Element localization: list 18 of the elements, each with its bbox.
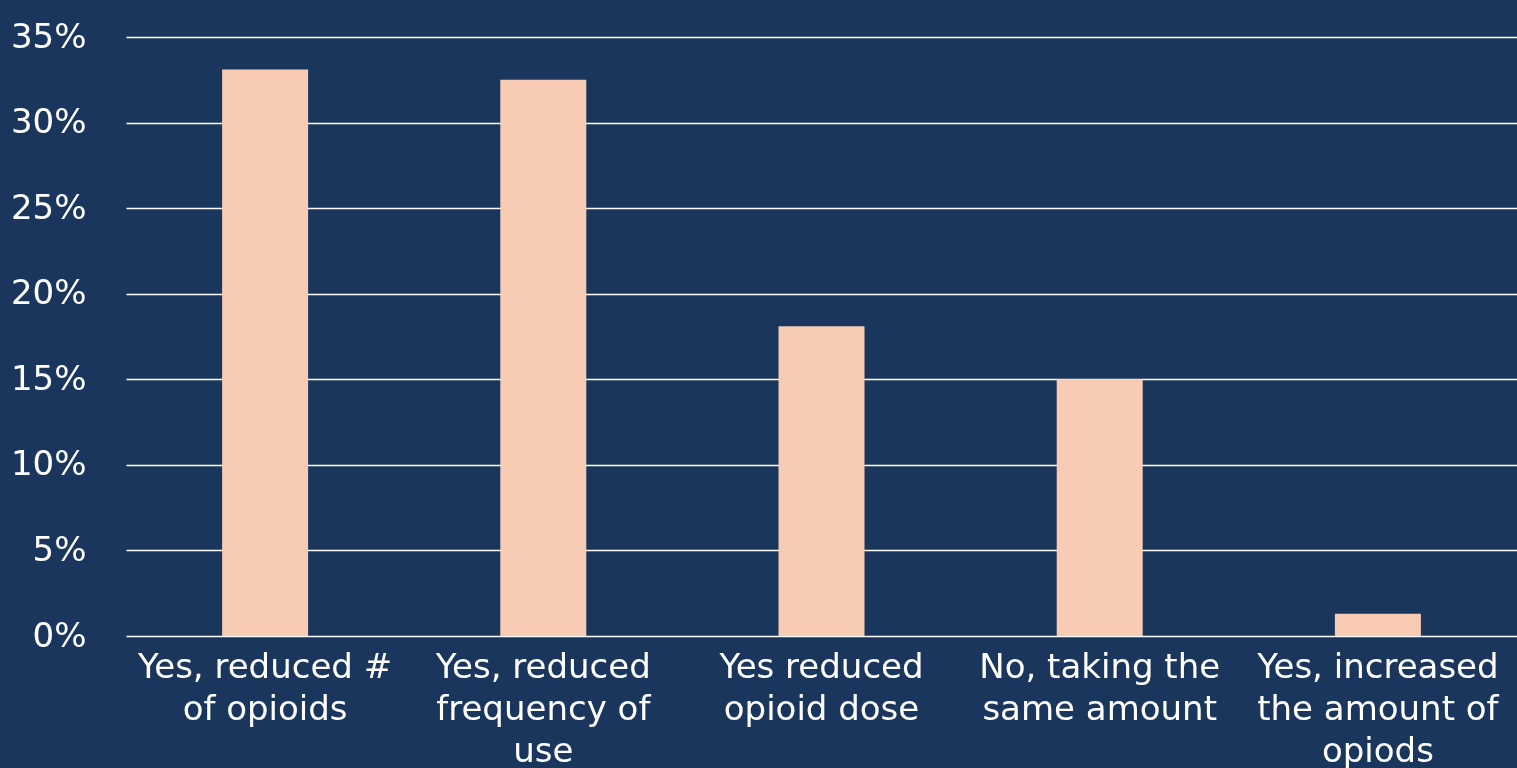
x-tick-label: No, taking the same amount (979, 645, 1221, 728)
y-tick-label: 35% (10, 15, 87, 56)
bar (1056, 379, 1143, 636)
y-tick-label: 10% (10, 443, 87, 484)
y-tick-label: 30% (10, 101, 87, 142)
bar (1334, 613, 1421, 636)
y-tick-label: 5% (32, 528, 87, 569)
x-tick-label: Yes reduced opioid dose (718, 645, 924, 728)
x-tick-label: Yes, reduced frequency of use (434, 645, 652, 768)
y-tick-label: 25% (10, 186, 87, 227)
bar (500, 79, 587, 636)
y-tick-label: 15% (10, 357, 87, 398)
bar (222, 69, 309, 636)
x-tick-label: Yes, reduced # of opioids (136, 645, 393, 728)
x-tick-label: Yes, increased the amount of opiods (1256, 645, 1500, 768)
y-tick-label: 20% (10, 272, 87, 313)
bar (778, 326, 865, 636)
y-tick-label: 0% (32, 614, 87, 655)
